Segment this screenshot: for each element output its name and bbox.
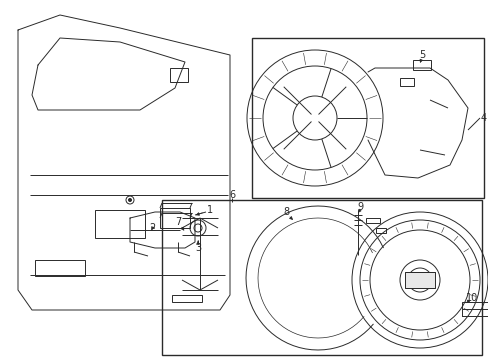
Bar	[399, 78, 413, 86]
Text: 9: 9	[356, 202, 362, 212]
Text: 2: 2	[148, 223, 155, 233]
Bar	[404, 272, 434, 288]
Bar	[172, 295, 202, 302]
Bar	[95, 210, 145, 238]
Bar	[251, 38, 483, 198]
Text: 5: 5	[418, 50, 424, 60]
Bar	[35, 260, 85, 276]
Bar	[461, 302, 488, 316]
Text: 8: 8	[283, 207, 288, 217]
Bar	[162, 200, 481, 355]
Bar	[412, 60, 430, 70]
Bar	[375, 228, 385, 233]
Bar	[170, 68, 187, 82]
Bar	[160, 208, 190, 228]
Text: 3: 3	[195, 243, 201, 253]
Text: 10: 10	[465, 293, 477, 303]
Text: 6: 6	[228, 190, 235, 200]
Circle shape	[128, 198, 131, 202]
Bar	[365, 218, 379, 223]
Text: 1: 1	[206, 205, 213, 215]
Text: 7: 7	[175, 217, 181, 227]
Text: 4: 4	[480, 113, 486, 123]
